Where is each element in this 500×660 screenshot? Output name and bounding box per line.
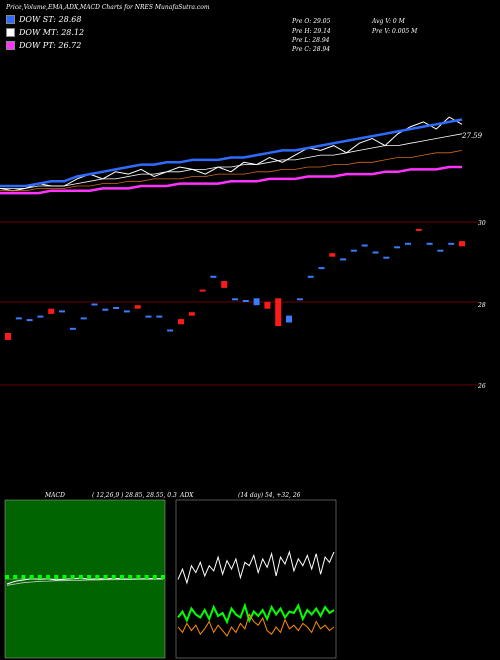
candle-13 <box>145 315 152 318</box>
candle-panel <box>0 221 478 386</box>
candle-40 <box>437 249 444 252</box>
candle-35 <box>383 256 390 259</box>
legend-swatch-mt <box>6 28 15 37</box>
legend-label-pt: DOW PT: 26.72 <box>19 41 82 50</box>
candle-41 <box>448 242 455 245</box>
legend-dow-st: DOW ST: 28.68 <box>6 15 81 24</box>
legend-swatch-st <box>6 15 15 24</box>
legend-label-mt: DOW MT: 28.12 <box>19 28 85 37</box>
candle-16 <box>178 319 184 325</box>
candle-17 <box>188 312 195 316</box>
ema-line-3 <box>0 150 463 192</box>
candle-2 <box>26 319 33 322</box>
candle-19 <box>210 275 217 278</box>
adx-line <box>177 602 335 625</box>
candle-18 <box>199 289 206 292</box>
ema-panel <box>0 116 463 195</box>
candle-29 <box>318 267 325 270</box>
ohlc-high: Pre H: 29.14 <box>292 28 331 35</box>
candle-38 <box>415 228 422 231</box>
candle-42 <box>459 241 465 247</box>
y-tick-30: 30 <box>478 220 486 227</box>
candle-33 <box>361 244 368 247</box>
candle-14 <box>156 315 163 318</box>
adx-minus-di-line <box>177 613 335 637</box>
candle-39 <box>426 242 433 245</box>
candle-9 <box>102 308 109 311</box>
candle-8 <box>91 303 98 306</box>
candle-25 <box>275 298 282 326</box>
ohlc-low: Pre L: 28.94 <box>292 37 330 44</box>
ema-line-4 <box>0 165 462 195</box>
candle-11 <box>123 310 130 313</box>
candle-26 <box>286 315 292 323</box>
candle-23 <box>253 298 260 306</box>
candle-20 <box>221 281 228 288</box>
y-tick-28: 28 <box>478 302 486 309</box>
candle-1 <box>15 317 22 320</box>
ema-line-1 <box>0 118 463 188</box>
macd-label: MACD <box>45 492 65 499</box>
candle-37 <box>405 242 411 245</box>
adx-plus-di-line <box>177 550 335 585</box>
legend-label-st: DOW ST: 28.68 <box>19 15 82 24</box>
candle-4 <box>48 308 55 314</box>
macd-signal-line <box>6 578 163 586</box>
candle-36 <box>394 246 401 249</box>
candle-32 <box>350 249 357 252</box>
adx-panel <box>177 550 335 637</box>
macd-params: ( 12,26,9 ) 28.85, 28.55, 0.3 <box>92 492 177 499</box>
volume-avg: Avg V: 0 M <box>372 18 405 25</box>
candle-10 <box>113 307 120 309</box>
candle-24 <box>264 301 271 309</box>
candle-28 <box>307 275 314 278</box>
candle-21 <box>232 298 238 301</box>
candle-15 <box>167 329 174 332</box>
candle-7 <box>80 317 87 320</box>
y-tick-26: 26 <box>478 383 486 390</box>
candle-27 <box>296 298 303 301</box>
ohlc-open: Pre O: 29.05 <box>292 18 331 25</box>
legend-dow-mt: DOW MT: 28.12 <box>6 28 84 37</box>
candle-3 <box>37 315 44 318</box>
candle-5 <box>59 310 65 313</box>
candle-0 <box>5 333 11 340</box>
legend-swatch-pt <box>6 41 15 50</box>
legend-dow-pt: DOW PT: 26.72 <box>6 41 81 50</box>
candle-30 <box>329 253 336 257</box>
adx-params: (14 day) 54, +32, 26 <box>238 492 301 499</box>
chart-title: Price,Volume,EMA,ADX,MACD Charts for NRE… <box>6 4 210 11</box>
ohlc-close: Pre C: 28.94 <box>292 46 331 53</box>
adx-label: ADX <box>180 492 194 499</box>
candle-22 <box>242 300 249 302</box>
candle-31 <box>340 258 347 261</box>
volume-pre: Pre V: 0.005 M <box>372 28 418 35</box>
candle-34 <box>372 251 379 254</box>
ema-line-2 <box>0 133 463 189</box>
candle-6 <box>69 327 76 330</box>
ema-annotation: 27.59 <box>462 132 483 140</box>
macd-panel <box>5 575 165 586</box>
candle-12 <box>134 305 141 309</box>
